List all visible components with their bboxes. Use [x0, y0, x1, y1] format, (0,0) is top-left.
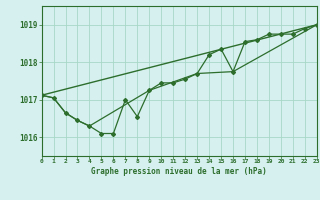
X-axis label: Graphe pression niveau de la mer (hPa): Graphe pression niveau de la mer (hPa)	[91, 167, 267, 176]
